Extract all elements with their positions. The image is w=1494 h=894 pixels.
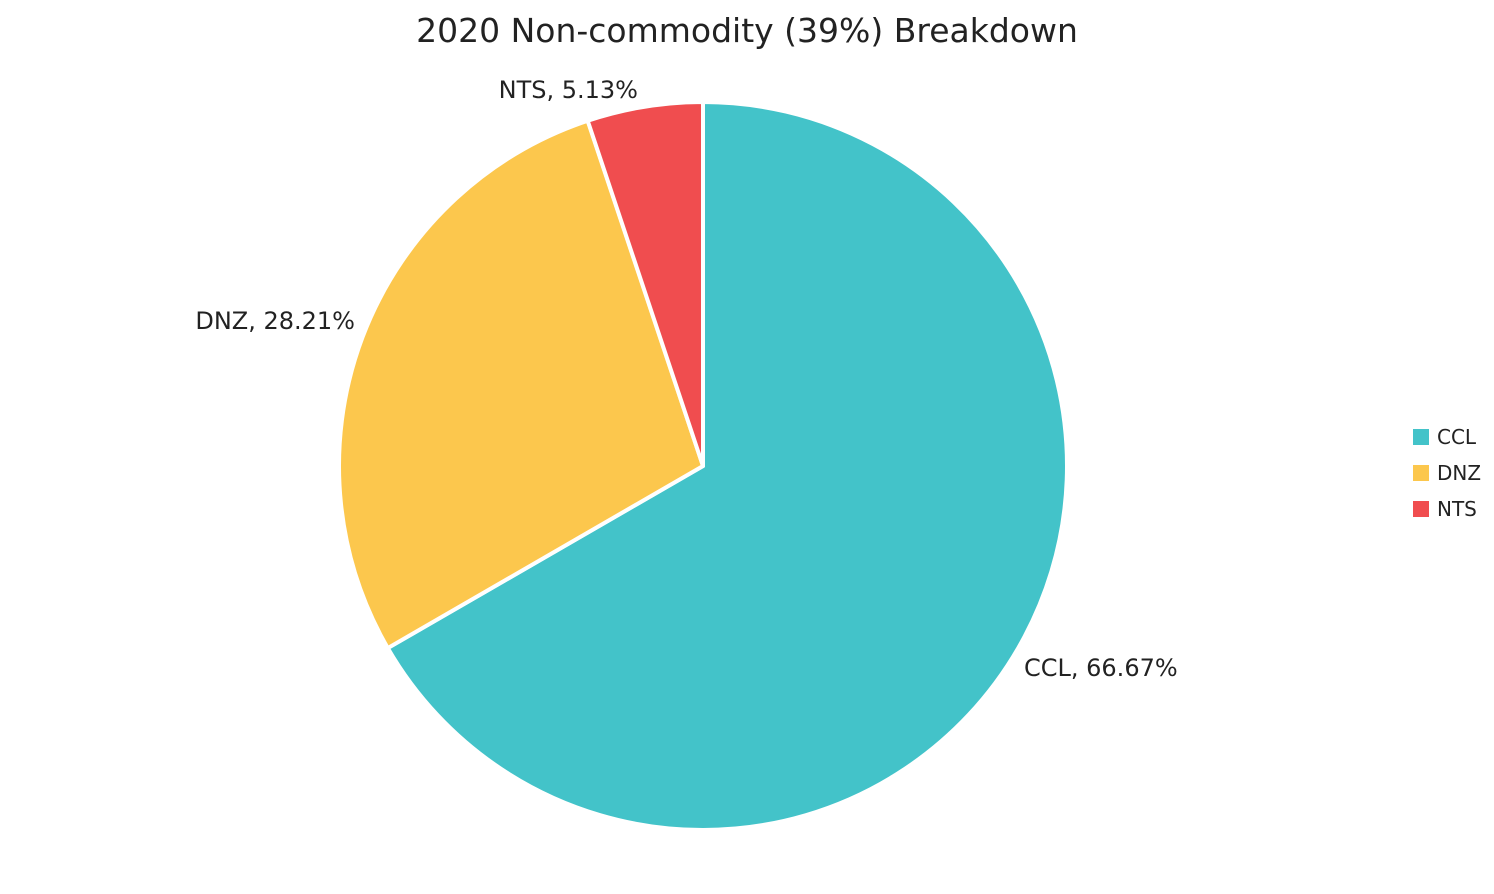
legend-swatch	[1413, 429, 1429, 445]
pie-slices	[337, 100, 1069, 832]
legend-item-nts[interactable]: NTS	[1413, 496, 1481, 522]
pie-slice-dnz[interactable]	[337, 118, 705, 651]
legend-item-dnz[interactable]: DNZ	[1413, 460, 1481, 486]
slice-label-ccl: CCL, 66.67%	[1024, 654, 1178, 682]
slice-label-dnz: DNZ, 28.21%	[195, 307, 355, 335]
slice-label-nts: NTS, 5.13%	[499, 76, 638, 104]
legend-swatch	[1413, 501, 1429, 517]
legend-label: CCL	[1437, 425, 1477, 449]
legend-item-ccl[interactable]: CCL	[1413, 424, 1481, 450]
legend-swatch	[1413, 465, 1429, 481]
chart-title: 2020 Non-commodity (39%) Breakdown	[416, 11, 1078, 50]
legend-label: DNZ	[1437, 461, 1482, 485]
pie-slice-labels: CCL, 66.67% DNZ, 28.21% NTS, 5.13%	[195, 76, 1177, 682]
pie-slice-ccl[interactable]	[385, 100, 1069, 832]
pie-slice-nts[interactable]	[585, 100, 705, 468]
legend-label: NTS	[1437, 497, 1477, 521]
legend: CCL DNZ NTS	[1413, 424, 1481, 522]
